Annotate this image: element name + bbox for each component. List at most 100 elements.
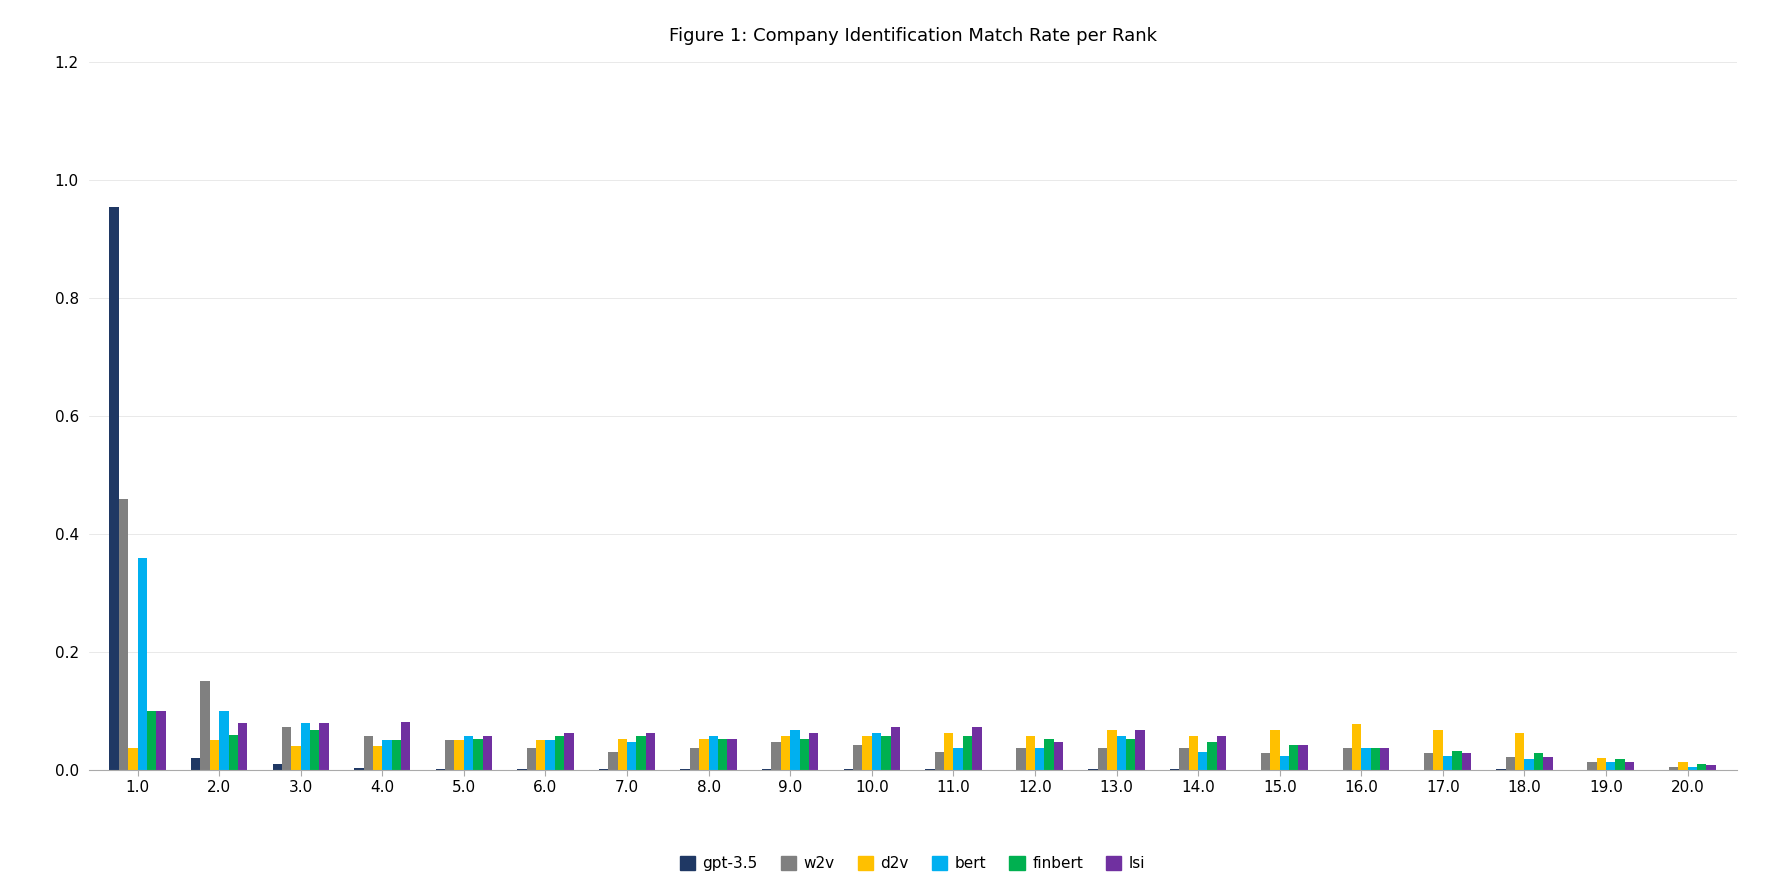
- Bar: [282, 727, 291, 770]
- Bar: [363, 735, 372, 770]
- Bar: [1506, 757, 1515, 770]
- Bar: [1099, 748, 1108, 770]
- Bar: [445, 741, 454, 770]
- Bar: [563, 734, 574, 770]
- Bar: [700, 739, 709, 770]
- Bar: [454, 741, 464, 770]
- Bar: [1425, 753, 1434, 770]
- Bar: [138, 558, 147, 770]
- Bar: [319, 723, 330, 770]
- Bar: [1706, 766, 1715, 770]
- Bar: [237, 723, 248, 770]
- Bar: [1515, 734, 1524, 770]
- Bar: [1616, 759, 1625, 770]
- Bar: [944, 734, 953, 770]
- Bar: [128, 748, 138, 770]
- Bar: [953, 748, 962, 770]
- Bar: [400, 721, 411, 770]
- Bar: [1698, 764, 1706, 770]
- Legend: gpt-3.5, w2v, d2v, bert, finbert, lsi: gpt-3.5, w2v, d2v, bert, finbert, lsi: [672, 849, 1154, 879]
- Bar: [1279, 756, 1288, 770]
- Bar: [881, 735, 891, 770]
- Bar: [220, 711, 229, 770]
- Bar: [790, 730, 799, 770]
- Bar: [645, 734, 656, 770]
- Bar: [1217, 735, 1226, 770]
- Bar: [1678, 762, 1687, 770]
- Bar: [392, 741, 400, 770]
- Bar: [1535, 753, 1543, 770]
- Bar: [934, 752, 944, 770]
- Bar: [627, 742, 636, 770]
- Bar: [1271, 730, 1279, 770]
- Bar: [229, 735, 237, 770]
- Bar: [709, 735, 718, 770]
- Bar: [1588, 762, 1597, 770]
- Bar: [1180, 748, 1189, 770]
- Bar: [555, 735, 563, 770]
- Bar: [1116, 735, 1125, 770]
- Bar: [1434, 730, 1442, 770]
- Bar: [1687, 767, 1698, 770]
- Bar: [301, 723, 310, 770]
- Bar: [1442, 756, 1453, 770]
- Bar: [191, 758, 200, 770]
- Bar: [608, 752, 618, 770]
- Bar: [1625, 762, 1634, 770]
- Bar: [618, 739, 627, 770]
- Bar: [1380, 748, 1389, 770]
- Bar: [1453, 751, 1462, 770]
- Bar: [1343, 748, 1352, 770]
- Bar: [436, 769, 445, 770]
- Bar: [1352, 724, 1361, 770]
- Bar: [1288, 745, 1299, 770]
- Bar: [156, 711, 167, 770]
- Bar: [291, 746, 301, 770]
- Bar: [372, 746, 383, 770]
- Bar: [1299, 745, 1308, 770]
- Bar: [872, 734, 881, 770]
- Bar: [1543, 757, 1552, 770]
- Bar: [852, 745, 863, 770]
- Bar: [799, 739, 810, 770]
- Bar: [1524, 759, 1535, 770]
- Bar: [1108, 730, 1116, 770]
- Bar: [962, 735, 973, 770]
- Bar: [689, 748, 700, 770]
- Bar: [200, 681, 209, 770]
- Title: Figure 1: Company Identification Match Rate per Rank: Figure 1: Company Identification Match R…: [668, 27, 1157, 45]
- Bar: [1462, 753, 1471, 770]
- Bar: [354, 767, 363, 770]
- Bar: [973, 727, 982, 770]
- Bar: [537, 741, 546, 770]
- Bar: [1361, 748, 1372, 770]
- Bar: [1125, 739, 1136, 770]
- Bar: [209, 741, 220, 770]
- Bar: [464, 735, 473, 770]
- Bar: [1035, 748, 1044, 770]
- Bar: [273, 764, 282, 770]
- Bar: [636, 735, 645, 770]
- Bar: [1015, 748, 1026, 770]
- Bar: [1372, 748, 1380, 770]
- Bar: [781, 735, 790, 770]
- Bar: [482, 735, 493, 770]
- Bar: [1669, 767, 1678, 770]
- Bar: [1207, 742, 1217, 770]
- Bar: [110, 206, 119, 770]
- Bar: [771, 742, 781, 770]
- Bar: [546, 741, 555, 770]
- Bar: [310, 730, 319, 770]
- Bar: [718, 739, 727, 770]
- Bar: [1054, 742, 1063, 770]
- Bar: [891, 727, 900, 770]
- Bar: [1026, 735, 1035, 770]
- Bar: [810, 734, 819, 770]
- Bar: [1044, 739, 1054, 770]
- Bar: [473, 739, 482, 770]
- Bar: [1136, 730, 1145, 770]
- Bar: [1262, 753, 1271, 770]
- Bar: [119, 498, 128, 770]
- Bar: [1189, 735, 1198, 770]
- Bar: [383, 741, 392, 770]
